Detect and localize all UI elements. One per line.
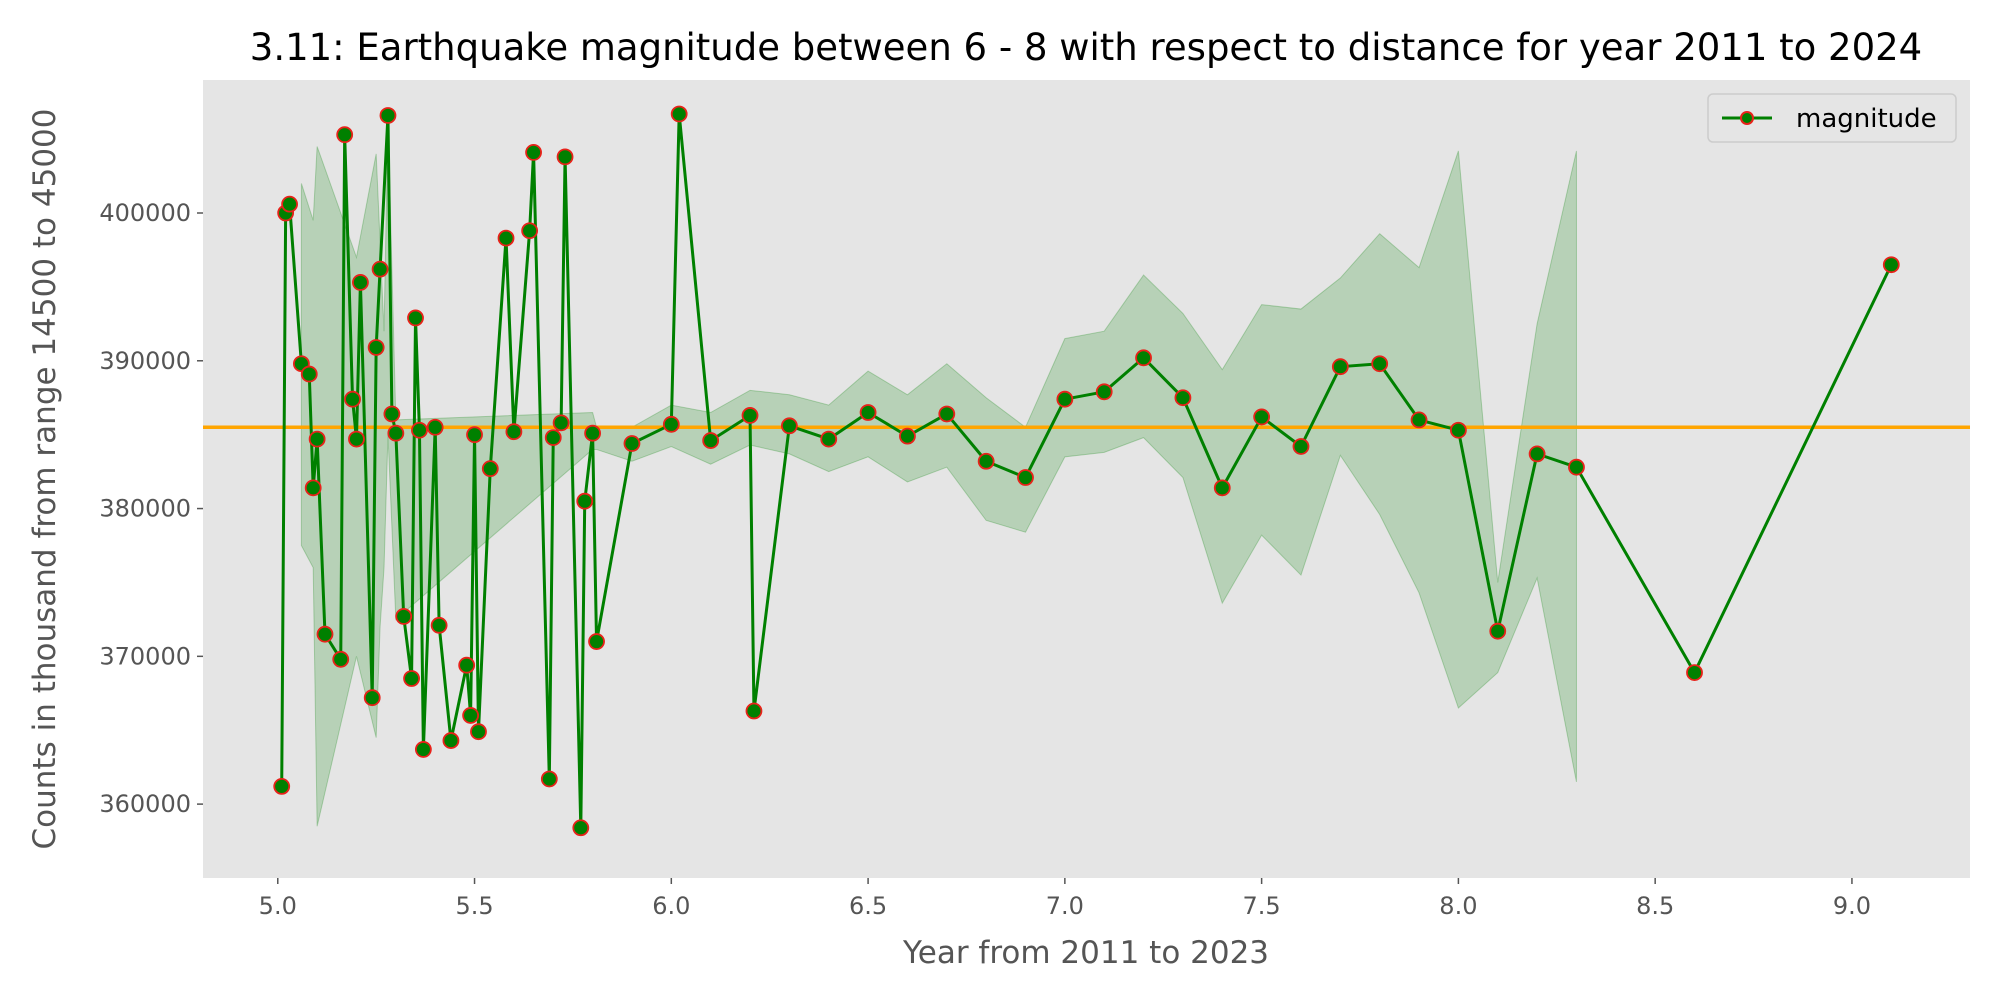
data-point	[1371, 355, 1389, 373]
y-tick-label: 360000	[99, 790, 191, 818]
data-point	[363, 689, 381, 707]
data-point	[281, 195, 298, 213]
x-axis-label: Year from 2011 to 2023	[902, 935, 1269, 971]
data-point	[1292, 438, 1310, 455]
data-point	[1568, 458, 1585, 476]
data-point	[1253, 408, 1271, 426]
x-tick-label: 8.5	[1636, 892, 1674, 920]
data-point	[481, 460, 499, 478]
data-point	[308, 430, 326, 448]
data-point	[497, 229, 515, 247]
x-tick-label: 6.5	[849, 892, 887, 920]
data-point	[552, 414, 570, 432]
y-tick-label: 370000	[99, 642, 191, 670]
y-tick-label: 390000	[99, 347, 191, 375]
y-tick-label: 400000	[99, 199, 191, 227]
data-point	[426, 418, 444, 436]
data-point	[383, 405, 401, 423]
data-point	[556, 148, 574, 166]
data-point	[352, 274, 369, 291]
data-point	[1489, 622, 1507, 640]
x-tick-label: 5.5	[455, 892, 493, 920]
data-point	[745, 702, 763, 720]
data-point	[977, 452, 995, 470]
axis-layer: 5.0 5.5 6.0 6.5 7.0 7.5 8.0 8.5 9.0 360000 370000 3…	[99, 199, 1871, 920]
data-point	[1528, 445, 1546, 463]
data-point	[820, 430, 838, 448]
x-tick-label: 8.0	[1439, 892, 1477, 920]
data-point	[348, 430, 365, 448]
data-point	[1017, 469, 1034, 486]
data-point	[1174, 389, 1192, 407]
data-point	[462, 707, 480, 724]
data-point	[670, 105, 688, 123]
data-point	[505, 423, 523, 441]
data-point	[371, 260, 389, 278]
data-point	[1135, 349, 1152, 367]
data-point	[430, 616, 448, 634]
data-point	[336, 126, 354, 144]
x-tick-label: 9.0	[1833, 892, 1871, 920]
data-point	[899, 427, 916, 445]
data-point	[458, 656, 476, 674]
data-point	[1331, 358, 1349, 376]
data-point	[584, 424, 602, 442]
data-point	[741, 407, 759, 424]
data-point	[780, 417, 798, 435]
marker-layer	[273, 105, 1900, 837]
data-point	[1410, 411, 1428, 429]
data-point	[395, 608, 413, 625]
data-point	[344, 390, 361, 408]
data-point	[466, 426, 483, 444]
data-point	[379, 107, 397, 124]
data-point	[544, 429, 562, 447]
data-point	[521, 222, 539, 240]
data-point	[1449, 421, 1467, 439]
x-tick-label: 5.0	[259, 892, 297, 920]
chart-title: 3.11: Earthquake magnitude between 6 - 8…	[250, 26, 1922, 69]
data-point	[525, 144, 542, 161]
data-point	[411, 421, 428, 439]
data-point	[403, 670, 420, 687]
data-point	[572, 819, 590, 837]
data-point	[332, 650, 350, 668]
legend-marker-swatch	[1740, 111, 1754, 125]
data-point	[442, 732, 460, 749]
data-point	[1686, 664, 1703, 681]
data-point	[662, 415, 680, 433]
data-point	[316, 625, 334, 643]
data-point	[588, 633, 605, 650]
x-tick-label: 7.0	[1046, 892, 1084, 920]
data-point	[1056, 390, 1074, 408]
data-point	[414, 741, 432, 758]
data-point	[623, 435, 641, 452]
y-axis-label: Counts in thousand from range 14500 to 4…	[27, 109, 63, 850]
x-tick-label: 7.5	[1243, 892, 1281, 920]
y-tick-label: 380000	[99, 495, 191, 523]
data-point	[540, 770, 558, 788]
data-point	[702, 432, 720, 449]
data-point	[387, 424, 405, 442]
data-point	[938, 405, 956, 423]
data-point	[407, 309, 424, 327]
x-tick-label: 6.0	[652, 892, 690, 920]
data-point	[304, 479, 322, 497]
data-point	[273, 777, 291, 795]
data-point	[470, 723, 487, 741]
data-point	[859, 404, 877, 421]
data-point	[576, 492, 594, 510]
data-point	[1095, 383, 1113, 401]
plot-background	[203, 80, 1970, 878]
data-point	[300, 365, 318, 383]
legend-box	[1707, 93, 1957, 143]
data-point	[1882, 256, 1900, 274]
legend-label: magnitude	[1796, 104, 1937, 134]
legend: magnitude	[1707, 93, 1957, 143]
data-point	[1213, 479, 1231, 497]
data-point	[367, 339, 385, 356]
